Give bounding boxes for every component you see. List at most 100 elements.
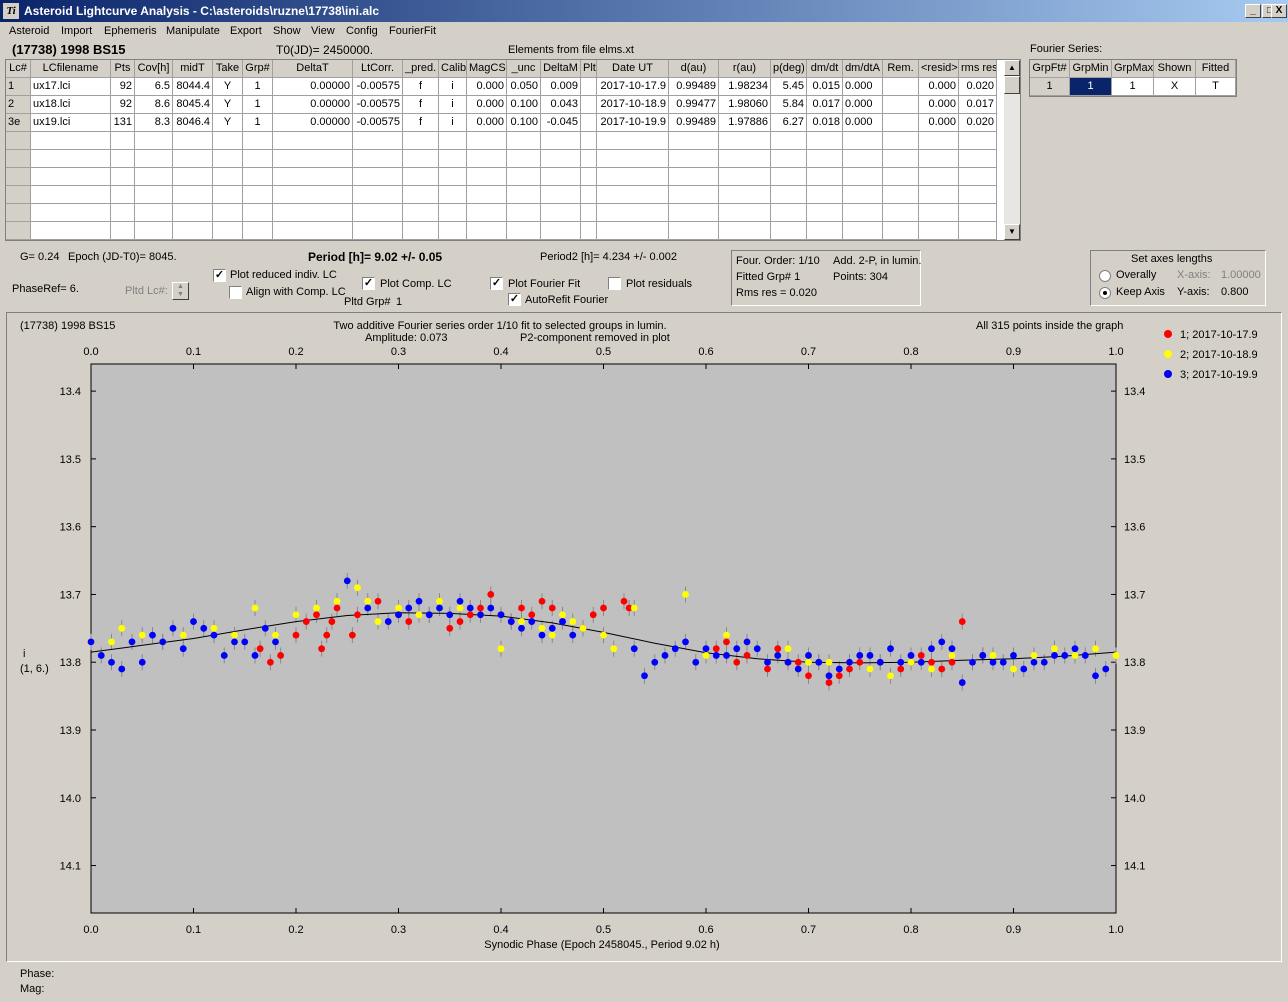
scroll-down-icon[interactable]: ▼	[1004, 224, 1020, 240]
menu-show[interactable]: Show	[273, 25, 301, 37]
lc-table-cell[interactable]: ux17.lci	[31, 78, 111, 96]
lc-table-cell[interactable]	[31, 204, 111, 222]
lc-table-cell[interactable]: 0.000	[467, 114, 507, 132]
lc-table-cell[interactable]: i	[439, 78, 467, 96]
lc-table-cell[interactable]: 0.000	[843, 78, 883, 96]
lc-table-cell[interactable]: 131	[111, 114, 135, 132]
lc-table-cell[interactable]	[669, 168, 719, 186]
lc-row-header[interactable]	[6, 204, 31, 222]
fourier-table-cell[interactable]: 1	[1112, 78, 1154, 96]
lc-table-cell[interactable]	[581, 222, 597, 240]
lc-table-cell[interactable]	[807, 186, 843, 204]
lc-table-cell[interactable]	[843, 132, 883, 150]
lc-table-cell[interactable]: 92	[111, 78, 135, 96]
lc-table-cell[interactable]	[581, 132, 597, 150]
lc-table-cell[interactable]	[541, 204, 581, 222]
lc-table-cell[interactable]	[439, 204, 467, 222]
lc-row-header[interactable]	[6, 150, 31, 168]
lc-table-cell[interactable]	[959, 222, 997, 240]
lc-table-cell[interactable]	[883, 204, 919, 222]
lc-column-header[interactable]: LtCorr.	[353, 60, 403, 78]
fourier-column-header[interactable]: GrpFt#	[1030, 60, 1070, 78]
fourier-series-table[interactable]: GrpFt# 1 GrpMin 1 GrpMax 1 Shown X Fitted T	[1029, 59, 1237, 97]
scroll-up-icon[interactable]: ▲	[1004, 60, 1020, 76]
lc-table-cell[interactable]	[111, 150, 135, 168]
lc-table-cell[interactable]	[439, 186, 467, 204]
lc-column-header[interactable]: Cov[h]	[135, 60, 173, 78]
lc-table-cell[interactable]	[135, 150, 173, 168]
lc-column-header[interactable]: _unc	[507, 60, 541, 78]
plot-fourier-checkbox[interactable]: ✓	[490, 277, 503, 290]
lc-table-cell[interactable]	[467, 168, 507, 186]
fourier-table-cell[interactable]: T	[1196, 78, 1236, 96]
lc-table-cell[interactable]: i	[439, 114, 467, 132]
overally-radio[interactable]	[1099, 270, 1111, 282]
lc-table-cell[interactable]	[467, 150, 507, 168]
lc-table-cell[interactable]	[173, 222, 213, 240]
lc-table-cell[interactable]	[959, 204, 997, 222]
lc-column-header[interactable]: midT	[173, 60, 213, 78]
lc-table-cell[interactable]	[353, 150, 403, 168]
lc-table-cell[interactable]	[919, 222, 959, 240]
lc-table-cell[interactable]	[669, 204, 719, 222]
lc-column-header[interactable]: Lc#	[6, 60, 31, 78]
lc-table-cell[interactable]	[31, 222, 111, 240]
lc-table-cell[interactable]	[467, 222, 507, 240]
lc-table-cell[interactable]: 0.015	[807, 78, 843, 96]
lc-column-header[interactable]: rms res	[959, 60, 997, 78]
lc-table-cell[interactable]	[581, 96, 597, 114]
lc-table-cell[interactable]: 0.00000	[273, 96, 353, 114]
lc-table-cell[interactable]: f	[403, 114, 439, 132]
lc-table-cell[interactable]	[353, 186, 403, 204]
lc-table-cell[interactable]	[807, 132, 843, 150]
lc-table-cell[interactable]	[719, 222, 771, 240]
fourier-column-header[interactable]: Fitted	[1196, 60, 1236, 78]
lc-row-header[interactable]: 1	[6, 78, 31, 96]
lc-column-header[interactable]: LCfilename	[31, 60, 111, 78]
lc-table-cell[interactable]	[669, 222, 719, 240]
lc-table-cell[interactable]	[919, 150, 959, 168]
lc-table-cell[interactable]: -0.00575	[353, 78, 403, 96]
lc-table-cell[interactable]	[273, 186, 353, 204]
fourier-column-header[interactable]: GrpMin	[1070, 60, 1112, 78]
lc-column-header[interactable]: d(au)	[669, 60, 719, 78]
lc-table-cell[interactable]	[883, 168, 919, 186]
lc-table-cell[interactable]	[353, 204, 403, 222]
plot-comp-checkbox[interactable]: ✓	[362, 277, 375, 290]
lc-table-cell[interactable]: 0.000	[467, 78, 507, 96]
lc-table-cell[interactable]	[771, 204, 807, 222]
lc-table-cell[interactable]	[213, 222, 243, 240]
lc-table-cell[interactable]	[541, 186, 581, 204]
lc-table-cell[interactable]	[581, 78, 597, 96]
lc-column-header[interactable]: Grp#	[243, 60, 273, 78]
lc-table-cell[interactable]	[467, 204, 507, 222]
lc-table-cell[interactable]	[403, 222, 439, 240]
lc-table-cell[interactable]	[581, 186, 597, 204]
lc-table-cell[interactable]: 0.000	[919, 96, 959, 114]
align-checkbox[interactable]	[229, 286, 242, 299]
lc-table-cell[interactable]	[843, 150, 883, 168]
lc-table-cell[interactable]: Y	[213, 78, 243, 96]
lc-table-cell[interactable]	[771, 222, 807, 240]
menu-manipulate[interactable]: Manipulate	[166, 25, 220, 37]
lc-table-cell[interactable]: 5.84	[771, 96, 807, 114]
lc-column-header[interactable]: DeltaT	[273, 60, 353, 78]
lc-table-cell[interactable]	[959, 186, 997, 204]
lc-column-header[interactable]: Rem.	[883, 60, 919, 78]
lc-table-cell[interactable]	[843, 186, 883, 204]
menu-asteroid[interactable]: Asteroid	[9, 25, 50, 37]
lc-table-cell[interactable]: 0.000	[919, 78, 959, 96]
lc-table-cell[interactable]	[507, 222, 541, 240]
lc-table-cell[interactable]: Y	[213, 96, 243, 114]
lc-table-cell[interactable]: -0.00575	[353, 114, 403, 132]
lc-table-cell[interactable]: 8.6	[135, 96, 173, 114]
lc-table-cell[interactable]: 0.050	[507, 78, 541, 96]
lc-table-cell[interactable]: 0.99477	[669, 96, 719, 114]
lc-table-cell[interactable]	[507, 168, 541, 186]
lc-column-header[interactable]: DeltaM	[541, 60, 581, 78]
lc-table-cell[interactable]	[541, 222, 581, 240]
lc-table-cell[interactable]	[403, 132, 439, 150]
lc-column-header[interactable]: Calib	[439, 60, 467, 78]
close-button[interactable]: X	[1271, 4, 1287, 18]
lc-table-cell[interactable]: 8044.4	[173, 78, 213, 96]
